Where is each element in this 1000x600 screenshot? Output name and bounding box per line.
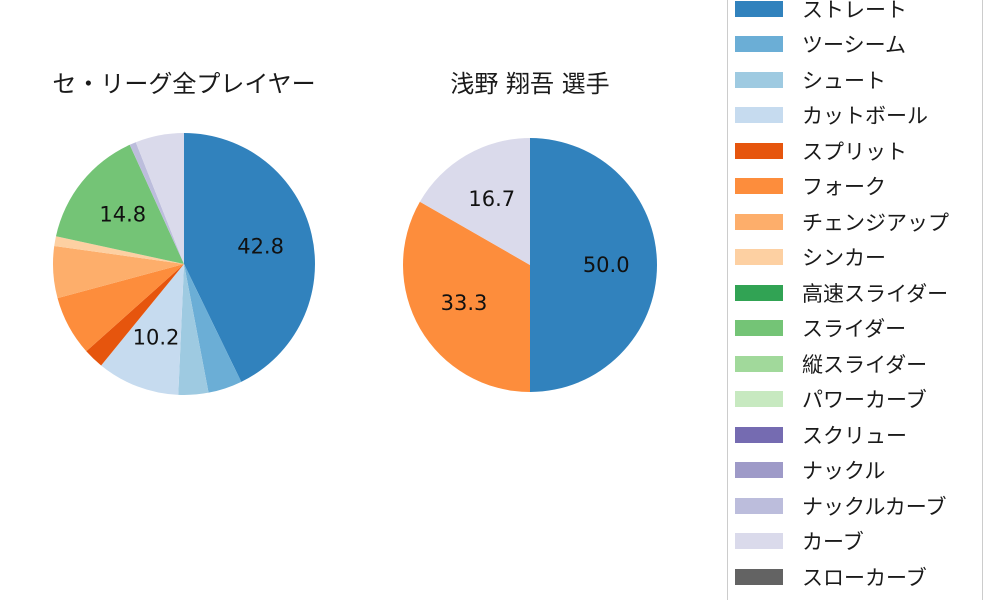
pie-value-label: 10.2 bbox=[133, 325, 180, 349]
legend-swatch bbox=[735, 249, 783, 266]
player-pie-title: 浅野 翔吾 選手 bbox=[450, 70, 610, 98]
legend-item: シンカー bbox=[728, 240, 982, 276]
league-pie-title: セ・リーグ全プレイヤー bbox=[52, 70, 316, 98]
legend-label: スローカーブ bbox=[802, 565, 927, 590]
legend-swatch bbox=[735, 355, 783, 372]
legend-item: ツーシーム bbox=[728, 27, 982, 63]
legend-item: カーブ bbox=[728, 524, 982, 560]
legend-label: シュート bbox=[802, 68, 886, 93]
legend-swatch bbox=[735, 284, 783, 301]
pie-value-label: 14.8 bbox=[99, 203, 146, 227]
legend-item: ストレート bbox=[728, 0, 982, 27]
legend-item: パワーカーブ bbox=[728, 382, 982, 418]
legend-swatch bbox=[735, 533, 783, 550]
pitch-type-legend: ストレートツーシームシュートカットボール スプリットフォークチェンジアップ シンカー… bbox=[727, 0, 983, 600]
pie-slice-1 bbox=[184, 264, 242, 393]
legend-label: カットボール bbox=[802, 104, 928, 129]
legend-swatch bbox=[735, 0, 783, 17]
pie-slice-0 bbox=[530, 138, 657, 392]
legend-swatch bbox=[735, 497, 783, 514]
legend-label: フォーク bbox=[802, 175, 886, 200]
pie-value-label: 42.8 bbox=[237, 234, 284, 258]
pie-slice-1 bbox=[402, 201, 530, 392]
legend-item: カットボール bbox=[728, 98, 982, 134]
legend-item: 縦スライダー bbox=[728, 346, 982, 382]
legend-label: ストレート bbox=[802, 0, 907, 22]
pie-slice-2 bbox=[419, 138, 530, 265]
legend-label: スライダー bbox=[802, 317, 907, 342]
league-pie-chart: 42.8 10.2 14.8 bbox=[53, 133, 315, 395]
legend-label: シンカー bbox=[802, 246, 886, 271]
pie-slice-3 bbox=[101, 264, 184, 395]
legend-swatch bbox=[735, 462, 783, 479]
legend-label: ナックルカーブ bbox=[802, 494, 947, 519]
pie-value-label: 33.3 bbox=[441, 291, 488, 315]
legend-item: スプリット bbox=[728, 133, 982, 169]
pie-slice-5 bbox=[57, 264, 184, 352]
legend-label: チェンジアップ bbox=[802, 210, 949, 235]
legend-item: スクリュー bbox=[728, 417, 982, 453]
legend-label: 縦スライダー bbox=[802, 352, 928, 377]
pie-slice-8 bbox=[55, 144, 185, 264]
legend-swatch bbox=[735, 320, 783, 337]
legend-swatch bbox=[735, 71, 783, 88]
legend-item: フォーク bbox=[728, 169, 982, 205]
pie-slice-9 bbox=[129, 142, 184, 264]
legend-items: ストレートツーシームシュートカットボール スプリットフォークチェンジアップ シンカー… bbox=[728, 0, 982, 595]
pie-slice-7 bbox=[54, 236, 184, 264]
legend-swatch bbox=[735, 142, 783, 159]
legend-item: スローカーブ bbox=[728, 559, 982, 595]
legend-swatch bbox=[735, 391, 783, 408]
legend-swatch bbox=[735, 426, 783, 443]
legend-swatch bbox=[735, 178, 783, 195]
legend-item: スライダー bbox=[728, 311, 982, 347]
pie-slice-6 bbox=[53, 245, 184, 299]
player-pie-chart: 50.0 33.3 16.7 bbox=[402, 138, 657, 392]
legend-label: 高速スライダー bbox=[802, 281, 949, 306]
legend-item: 高速スライダー bbox=[728, 275, 982, 311]
pie-slice-10 bbox=[135, 133, 184, 264]
legend-label: スプリット bbox=[802, 139, 907, 164]
pie-slice-2 bbox=[178, 264, 209, 395]
legend-label: パワーカーブ bbox=[802, 388, 927, 413]
legend-item: ナックル bbox=[728, 453, 982, 489]
legend-swatch bbox=[735, 36, 783, 53]
legend-swatch bbox=[735, 107, 783, 124]
pie-slice-4 bbox=[86, 264, 184, 366]
legend-item: シュート bbox=[728, 62, 982, 98]
legend-swatch bbox=[735, 568, 783, 585]
legend-label: スクリュー bbox=[802, 423, 907, 448]
legend-label: ツーシーム bbox=[802, 33, 906, 58]
pie-slice-0 bbox=[184, 133, 315, 382]
legend-swatch bbox=[735, 213, 783, 230]
legend-label: ナックル bbox=[802, 459, 886, 484]
pie-value-label: 50.0 bbox=[583, 253, 630, 277]
pie-value-label: 16.7 bbox=[468, 187, 515, 211]
legend-item: ナックルカーブ bbox=[728, 488, 982, 524]
legend-item: チェンジアップ bbox=[728, 204, 982, 240]
legend-label: カーブ bbox=[802, 530, 864, 555]
